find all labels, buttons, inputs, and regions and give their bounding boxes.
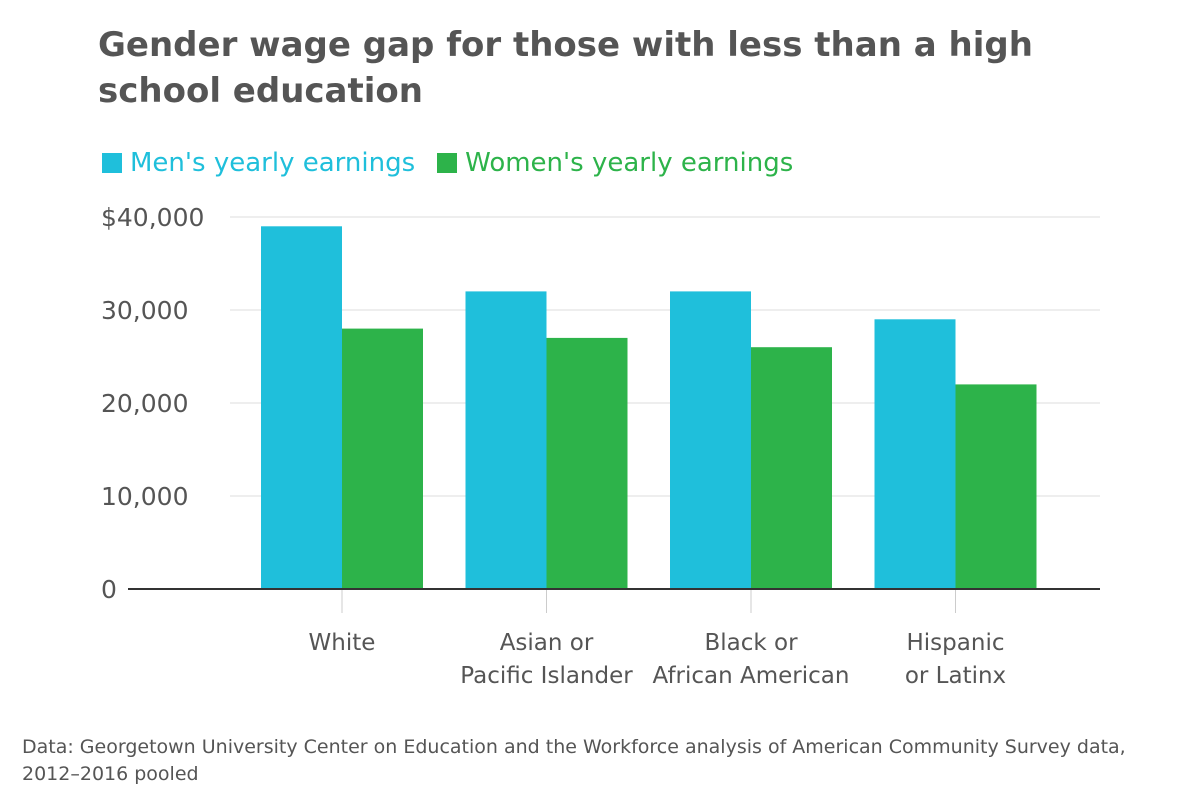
bar-women-0 (342, 328, 423, 589)
bar-men-0 (261, 226, 342, 590)
y-tick-label-2: 20,000 (101, 389, 188, 418)
chart-legend: Men's yearly earnings Women's yearly ear… (102, 146, 815, 180)
bar-women-2 (751, 347, 832, 589)
bar-men-3 (874, 319, 956, 589)
chart-title: Gender wage gap for those with less than… (98, 25, 1033, 111)
x-tick-label-line: African American (653, 663, 850, 689)
x-tick-label-line: Black or (704, 630, 798, 656)
bar-men-1 (465, 291, 547, 589)
x-tick-label-3: Hispanic or Latinx (905, 630, 1006, 689)
bar-men-2 (670, 291, 751, 589)
legend-swatch-men (102, 153, 122, 173)
x-tick-label-line: or Latinx (905, 663, 1006, 689)
x-tick-label-0: White (309, 630, 376, 656)
x-tick-label-1: Asian or Pacific Islander (460, 630, 633, 689)
y-tick-label-1: 10,000 (101, 482, 188, 511)
bar-women-1 (546, 337, 628, 589)
legend-label-women: Women's yearly earnings (465, 148, 794, 178)
x-tick-label-2: Black or African American (653, 630, 850, 689)
legend-label-men: Men's yearly earnings (130, 148, 416, 178)
legend-item-men: Men's yearly earnings (102, 146, 415, 180)
y-tick-label-3: 30,000 (101, 296, 188, 325)
legend-item-women: Women's yearly earnings (437, 146, 793, 180)
bar-chart: 0 10,000 20,000 30,000 $40,000 White Asian or P… (101, 203, 1100, 689)
x-tick-label-line: Asian or (500, 630, 594, 656)
y-tick-label-4: $40,000 (101, 203, 204, 232)
bar-women-3 (955, 384, 1037, 589)
x-tick-label-line: White (309, 630, 376, 656)
x-tick-label-line: Pacific Islander (460, 663, 633, 689)
y-tick-label-0: 0 (101, 575, 117, 604)
data-source-note: Data: Georgetown University Center on Ed… (22, 736, 1126, 785)
legend-swatch-women (437, 153, 458, 173)
x-tick-label-line: Hispanic (907, 630, 1005, 656)
